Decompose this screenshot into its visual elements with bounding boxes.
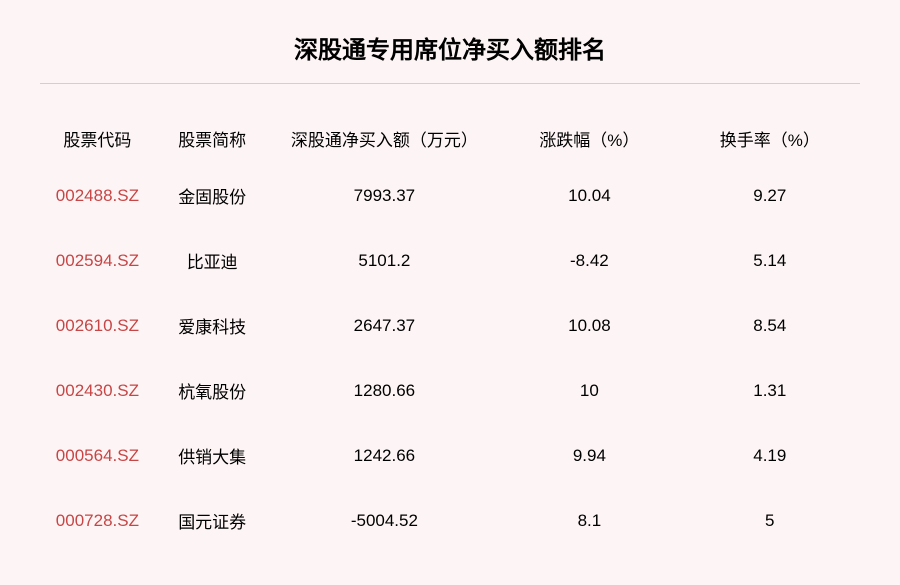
- turnover-rate: 1.31: [680, 358, 860, 423]
- stock-code: 002610.SZ: [40, 293, 155, 358]
- stock-name: 杭氧股份: [155, 358, 270, 423]
- change-percent: 10: [499, 358, 679, 423]
- table-body: 002488.SZ 金固股份 7993.37 10.04 9.27 002594…: [40, 163, 860, 553]
- change-percent: 8.1: [499, 488, 679, 553]
- page-title: 深股通专用席位净买入额排名: [40, 30, 860, 84]
- stock-code: 000564.SZ: [40, 423, 155, 488]
- stock-code: 002488.SZ: [40, 163, 155, 228]
- col-header-turnover: 换手率（%）: [680, 114, 860, 163]
- col-header-change: 涨跌幅（%）: [499, 114, 679, 163]
- net-buy-amount: 7993.37: [270, 163, 500, 228]
- change-percent: 10.04: [499, 163, 679, 228]
- stock-name: 国元证券: [155, 488, 270, 553]
- table-row: 002594.SZ 比亚迪 5101.2 -8.42 5.14: [40, 228, 860, 293]
- turnover-rate: 5: [680, 488, 860, 553]
- change-percent: 10.08: [499, 293, 679, 358]
- table-row: 002610.SZ 爱康科技 2647.37 10.08 8.54: [40, 293, 860, 358]
- stock-name: 比亚迪: [155, 228, 270, 293]
- stock-name: 金固股份: [155, 163, 270, 228]
- table-header-row: 股票代码 股票简称 深股通净买入额（万元） 涨跌幅（%） 换手率（%）: [40, 114, 860, 163]
- turnover-rate: 8.54: [680, 293, 860, 358]
- stock-name: 爱康科技: [155, 293, 270, 358]
- net-buy-amount: 2647.37: [270, 293, 500, 358]
- turnover-rate: 4.19: [680, 423, 860, 488]
- change-percent: -8.42: [499, 228, 679, 293]
- table-row: 000564.SZ 供销大集 1242.66 9.94 4.19: [40, 423, 860, 488]
- turnover-rate: 5.14: [680, 228, 860, 293]
- stock-code: 002430.SZ: [40, 358, 155, 423]
- net-buy-amount: 1242.66: [270, 423, 500, 488]
- change-percent: 9.94: [499, 423, 679, 488]
- turnover-rate: 9.27: [680, 163, 860, 228]
- table-row: 002430.SZ 杭氧股份 1280.66 10 1.31: [40, 358, 860, 423]
- net-buy-amount: -5004.52: [270, 488, 500, 553]
- net-buy-amount: 5101.2: [270, 228, 500, 293]
- table-row: 000728.SZ 国元证券 -5004.52 8.1 5: [40, 488, 860, 553]
- net-buy-amount: 1280.66: [270, 358, 500, 423]
- col-header-netbuy: 深股通净买入额（万元）: [270, 114, 500, 163]
- stock-code: 000728.SZ: [40, 488, 155, 553]
- stock-name: 供销大集: [155, 423, 270, 488]
- ranking-table: 股票代码 股票简称 深股通净买入额（万元） 涨跌幅（%） 换手率（%） 0024…: [40, 114, 860, 553]
- col-header-name: 股票简称: [155, 114, 270, 163]
- col-header-code: 股票代码: [40, 114, 155, 163]
- table-row: 002488.SZ 金固股份 7993.37 10.04 9.27: [40, 163, 860, 228]
- stock-code: 002594.SZ: [40, 228, 155, 293]
